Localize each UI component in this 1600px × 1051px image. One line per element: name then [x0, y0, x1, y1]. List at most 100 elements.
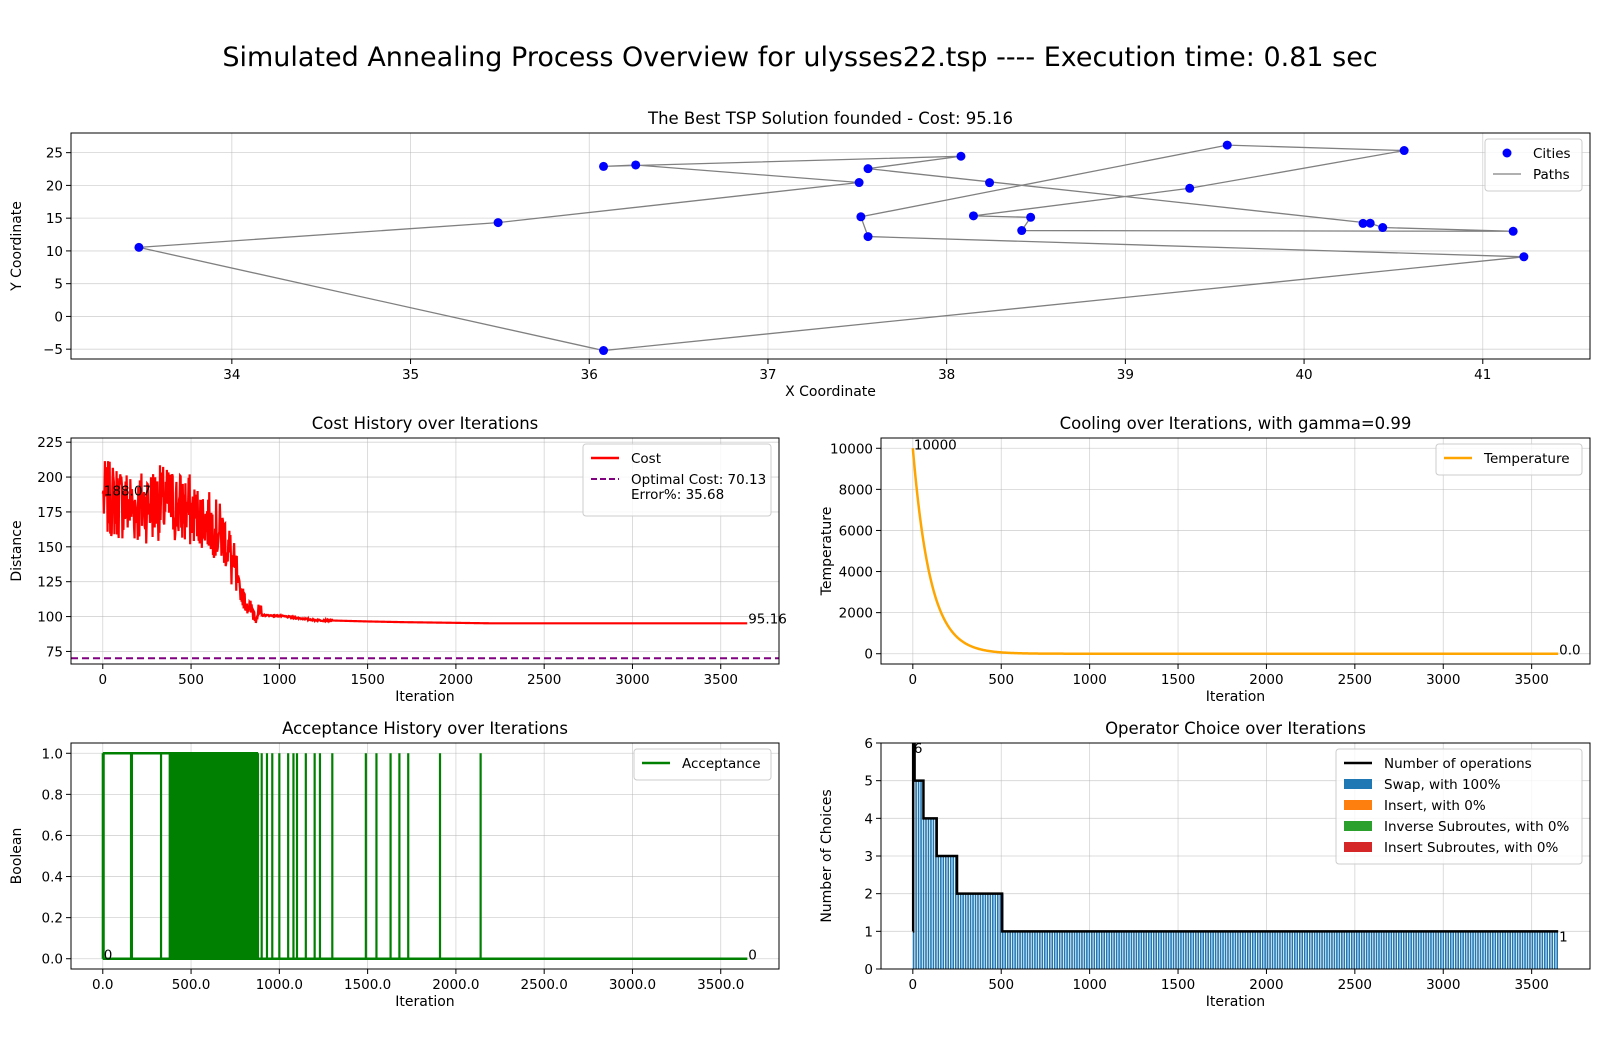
- plot-area: [911, 448, 1559, 655]
- x-tick-label: 0: [909, 977, 918, 993]
- swap-bar: [1321, 931, 1323, 969]
- swap-bar: [962, 893, 964, 969]
- swap-bar: [1031, 931, 1034, 969]
- city-point: [1399, 146, 1409, 156]
- swap-bar: [1261, 931, 1264, 969]
- swap-bar: [994, 893, 997, 969]
- swap-bar: [1172, 931, 1175, 969]
- y-tick-label: 0.6: [42, 828, 63, 844]
- swap-bar: [1521, 931, 1524, 969]
- x-tick-label: 2000: [1249, 977, 1283, 993]
- cost-line: [101, 461, 748, 625]
- cost-history-panel: 0 500 1000 1500 2000 2500 3000 3500 75 100 125 150 1…: [9, 414, 787, 705]
- city-point: [1365, 218, 1375, 228]
- swap-bar: [992, 893, 994, 969]
- swap-bar: [1343, 931, 1346, 969]
- x-tick-label: 3500.0: [697, 977, 744, 993]
- swap-bar: [1091, 931, 1093, 969]
- legend-key: [1344, 779, 1372, 789]
- swap-bar: [937, 856, 940, 969]
- swap-bar: [977, 893, 979, 969]
- swap-bar: [1479, 931, 1482, 969]
- x-axis-label: X Coordinate: [785, 384, 876, 400]
- swap-bar: [1152, 931, 1155, 969]
- x-tick-label: 500: [178, 672, 204, 688]
- city-point: [1017, 226, 1027, 236]
- swap-bar: [1447, 931, 1450, 969]
- swap-bar: [1331, 931, 1333, 969]
- acceptance-annotation: 0: [104, 948, 113, 964]
- swap-bar: [1135, 931, 1138, 969]
- swap-bar: [996, 893, 999, 969]
- swap-bar: [1301, 931, 1304, 969]
- cooling-panel: 0 500 1000 1500 2000 2500 3000 3500 0 2000 4000 600…: [819, 414, 1591, 705]
- swap-bar: [1061, 931, 1063, 969]
- swap-bar: [1105, 931, 1108, 969]
- swap-bar: [1036, 931, 1039, 969]
- swap-bar: [1358, 931, 1360, 969]
- swap-bar: [1534, 931, 1536, 969]
- swap-bar: [1202, 931, 1205, 969]
- y-axis-label: Number of Choices: [819, 789, 835, 922]
- y-tick-label: 0: [54, 309, 63, 325]
- swap-bar: [1229, 931, 1232, 969]
- panel-title: Acceptance History over Iterations: [282, 719, 568, 738]
- swap-bar: [1259, 931, 1261, 969]
- y-tick-label: 10: [46, 244, 63, 260]
- swap-bar: [1177, 931, 1180, 969]
- swap-bar: [920, 780, 922, 969]
- y-tick-label: 2000: [839, 606, 873, 622]
- swap-bar: [1435, 931, 1437, 969]
- swap-bar: [1363, 931, 1365, 969]
- x-tick-label: 36: [581, 367, 598, 383]
- swap-bar: [1350, 931, 1353, 969]
- x-tick-label: 39: [1117, 367, 1134, 383]
- swap-bar: [1506, 931, 1509, 969]
- legend-key: [1344, 842, 1372, 852]
- legend: Cities Paths: [1484, 138, 1583, 192]
- y-tick-label: 0.2: [42, 911, 63, 927]
- swap-bar: [1346, 931, 1348, 969]
- swap-bar: [1214, 931, 1217, 969]
- y-tick-label: 6000: [839, 523, 873, 539]
- swap-bar: [1162, 931, 1165, 969]
- swap-bar: [1029, 931, 1031, 969]
- x-tick-label: 2500: [527, 672, 561, 688]
- swap-bar: [927, 818, 930, 969]
- y-tick-label: 10000: [830, 441, 873, 457]
- y-tick-label: 5: [864, 774, 873, 790]
- swap-bar: [1071, 931, 1073, 969]
- swap-bar: [1348, 931, 1351, 969]
- swap-bar: [1056, 931, 1058, 969]
- legend-label: Insert, with 0%: [1384, 798, 1486, 814]
- swap-bar: [1274, 931, 1276, 969]
- swap-bar: [1058, 931, 1061, 969]
- legend-label: Paths: [1533, 167, 1570, 183]
- swap-bar: [1222, 931, 1224, 969]
- plot-area: [911, 743, 1559, 969]
- temperature-line: [911, 448, 1559, 655]
- axes-frame: [70, 132, 1591, 360]
- swap-bar: [1098, 931, 1101, 969]
- swap-bar: [1338, 931, 1341, 969]
- swap-bar: [1303, 931, 1306, 969]
- swap-bar: [972, 893, 974, 969]
- swap-bar: [1063, 931, 1066, 969]
- y-tick-label: 0.8: [42, 787, 63, 803]
- city-point: [856, 212, 866, 222]
- swap-bar: [1472, 931, 1474, 969]
- swap-bar: [1298, 931, 1301, 969]
- swap-bar: [1454, 931, 1457, 969]
- x-tick-label: 40: [1295, 367, 1312, 383]
- swap-bar: [1266, 931, 1269, 969]
- x-axis-label: Iteration: [395, 689, 454, 705]
- swap-bar: [1066, 931, 1068, 969]
- swap-bar: [1026, 931, 1029, 969]
- swap-bar: [1397, 931, 1400, 969]
- city-point: [863, 164, 873, 174]
- y-tick-label: 15: [46, 211, 63, 227]
- cost-annotation: 188.07: [104, 484, 151, 500]
- city-point: [968, 211, 978, 221]
- swap-bar: [940, 856, 942, 969]
- swap-bar: [1440, 931, 1442, 969]
